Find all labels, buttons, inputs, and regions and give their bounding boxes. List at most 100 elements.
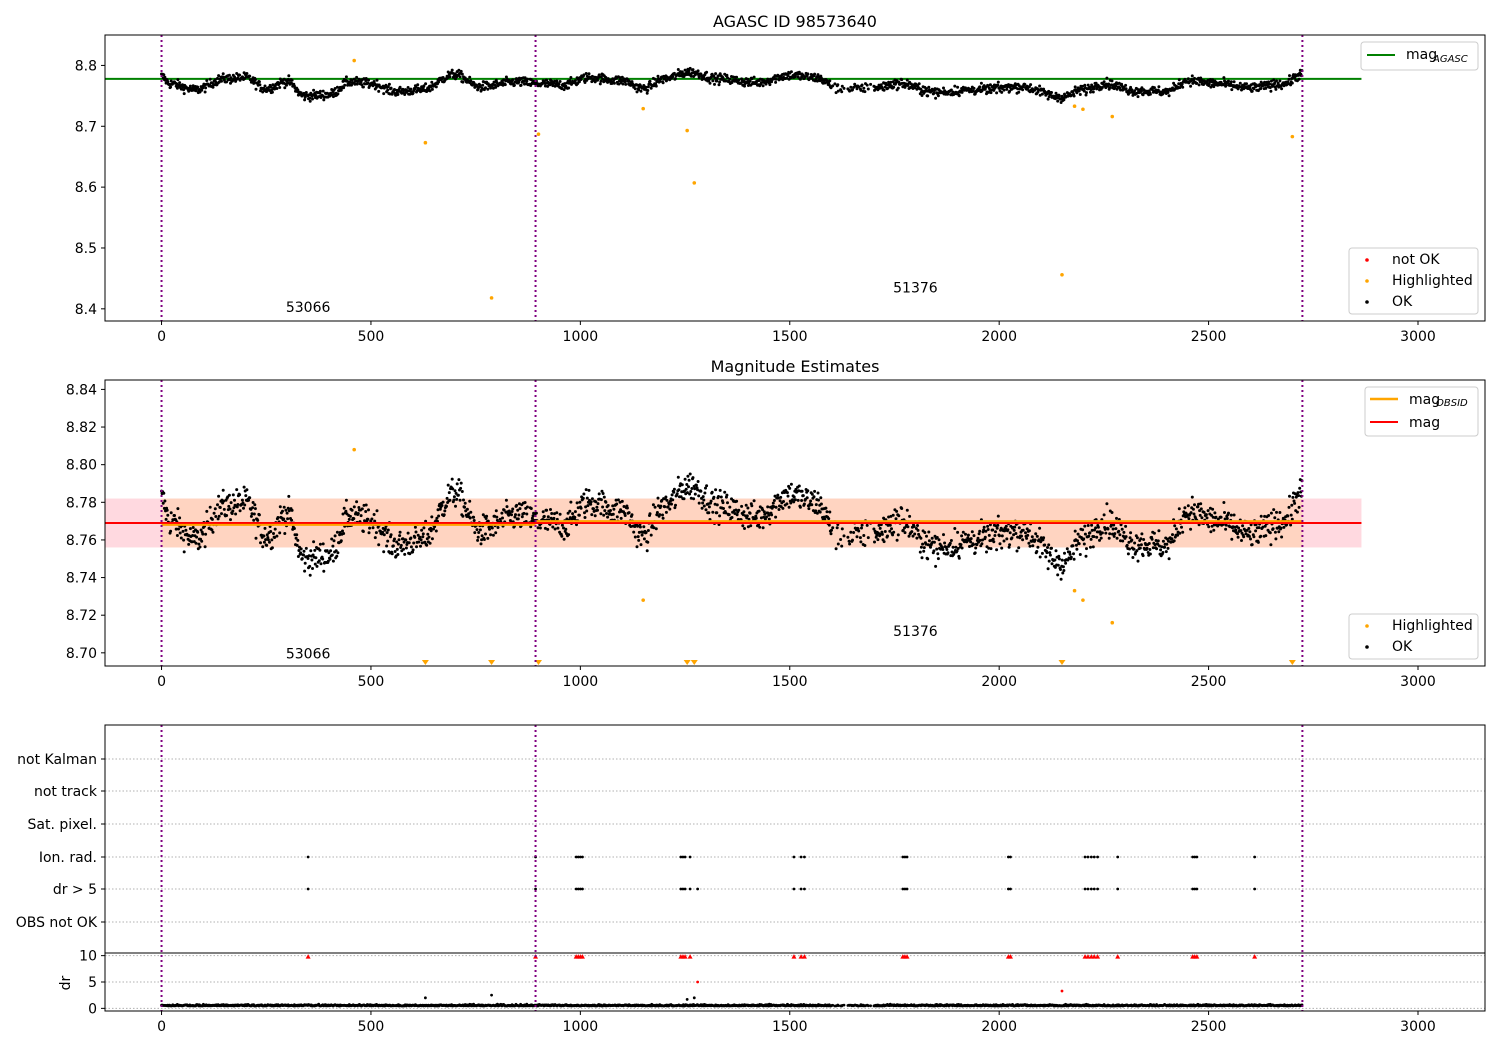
ok-point [987, 90, 991, 94]
ok-point [676, 475, 680, 479]
ok-point [611, 512, 615, 516]
ion-rad-point [1092, 855, 1096, 859]
ok-point [269, 85, 273, 89]
ok-point [560, 523, 564, 527]
ok-point [1086, 83, 1090, 87]
ok-point [562, 88, 566, 92]
ok-point [1239, 529, 1243, 533]
ok-point [1081, 528, 1085, 532]
ok-point [1238, 81, 1242, 85]
ok-point [353, 82, 357, 86]
ok-point [402, 547, 405, 551]
ok-point [918, 550, 922, 554]
ok-point [1122, 530, 1126, 534]
ok-point [810, 492, 814, 496]
ok-point [479, 542, 483, 546]
ok-point [1120, 527, 1124, 531]
ok-point [840, 90, 844, 94]
ok-point [263, 84, 267, 88]
x-tick-label: 2500 [1191, 329, 1227, 345]
ok-point [364, 503, 368, 507]
dr-gt-5-point [1116, 887, 1120, 891]
ok-point [1186, 504, 1190, 508]
ok-point [589, 500, 593, 504]
ion-rad-point [683, 855, 687, 859]
ok-point [1124, 83, 1128, 87]
ok-point [592, 507, 595, 511]
ok-point [1171, 86, 1174, 90]
ok-point [915, 536, 919, 540]
ok-point [1111, 527, 1115, 531]
ok-point [222, 507, 226, 511]
ok-point [840, 544, 844, 548]
ok-point [1044, 555, 1048, 559]
ok-point [648, 512, 652, 516]
ok-point [1085, 547, 1088, 551]
ok-point [1264, 86, 1268, 90]
ok-point [385, 531, 389, 535]
ok-point [596, 502, 600, 506]
ok-point [238, 493, 242, 497]
y-tick-label: 8.76 [66, 533, 97, 549]
ok-point [960, 534, 964, 538]
ok-point [465, 507, 469, 511]
ok-point [1172, 539, 1176, 543]
ok-point [798, 505, 802, 509]
ok-point [638, 525, 642, 529]
ok-point [179, 87, 183, 91]
ok-point [1072, 557, 1076, 561]
ok-point [949, 539, 953, 542]
ok-point [234, 79, 238, 83]
ok-point [677, 488, 681, 492]
ok-point [926, 557, 930, 561]
ok-point [687, 478, 691, 482]
ok-point [370, 517, 374, 521]
ok-point [849, 85, 853, 89]
ok-point [953, 527, 957, 530]
ok-point [993, 534, 997, 537]
ok-point [372, 513, 376, 516]
ok-point [1296, 491, 1300, 495]
ok-point [923, 531, 927, 534]
ok-point [989, 547, 993, 551]
ok-point [1059, 568, 1062, 571]
x-tick-label: 0 [157, 674, 166, 690]
ok-point [1269, 89, 1273, 93]
ok-point [824, 506, 828, 510]
ok-point [922, 546, 926, 550]
ok-point [545, 78, 549, 82]
ok-point [1050, 91, 1053, 94]
ok-point [1136, 559, 1140, 563]
ok-point [352, 517, 356, 521]
ok-point [284, 508, 288, 512]
ok-point [728, 505, 732, 509]
ok-point [1028, 544, 1032, 548]
ok-point [531, 514, 535, 518]
ok-point [1193, 76, 1196, 80]
ok-point [196, 530, 200, 534]
ok-point [873, 540, 876, 544]
ok-point [1190, 74, 1194, 78]
ok-point [748, 511, 752, 515]
ok-point [696, 480, 700, 483]
out-of-range-marker [488, 660, 496, 665]
ok-point [382, 533, 386, 537]
ok-point [920, 556, 924, 560]
ok-point [858, 536, 862, 540]
ok-point [1295, 510, 1299, 514]
ok-point [270, 88, 274, 92]
ok-point [227, 493, 231, 497]
ok-point [1297, 505, 1301, 509]
y-tick-label: 8.7 [75, 119, 97, 135]
ok-point [1232, 80, 1236, 84]
ok-point [637, 88, 641, 92]
ok-point [272, 532, 275, 535]
ok-point [683, 477, 687, 481]
ok-point [658, 513, 662, 517]
ok-point [697, 501, 701, 505]
ok-point [169, 79, 173, 83]
ok-point [1059, 101, 1063, 104]
ok-point [1082, 537, 1086, 541]
ok-point [430, 515, 434, 519]
ok-point [396, 93, 400, 96]
